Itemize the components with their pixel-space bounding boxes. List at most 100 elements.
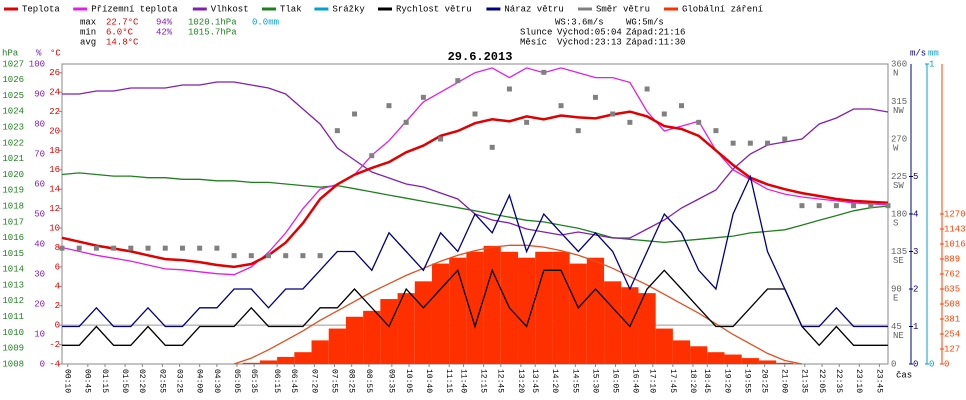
x-tick-label: 00:45 [83, 369, 92, 393]
direction-point [455, 78, 461, 84]
direction-point [76, 245, 82, 251]
compass-label: NW [893, 106, 904, 116]
y-tick-label: 381 [944, 314, 960, 324]
y-tick-label: 270 [891, 134, 907, 144]
stat-time: Západ:11:30 [626, 37, 685, 47]
radiation-bar [363, 310, 381, 364]
axis-unit: m/s [910, 48, 926, 58]
y-tick-label: 1009 [2, 344, 24, 354]
axis-unit: mm [928, 48, 939, 58]
stat-label: max [80, 17, 96, 27]
direction-point [266, 253, 271, 259]
y-tick-label: 1012 [2, 296, 24, 306]
direction-point [713, 128, 719, 134]
direction-point [438, 136, 444, 142]
y-tick-label: 90 [891, 284, 902, 294]
stat-label: min [80, 27, 96, 37]
y-tick-label: 1 [929, 59, 934, 69]
radiation-bar [449, 257, 467, 364]
radiation-bar [277, 356, 295, 364]
x-tick-label: 22:35 [834, 369, 843, 393]
direction-point [661, 111, 667, 117]
y-tick-label: 0 [891, 359, 896, 369]
y-tick-label: 20 [34, 299, 45, 309]
x-tick-label: 07:55 [329, 369, 338, 393]
y-tick-label: 1018 [2, 201, 24, 211]
radiation-bar [655, 328, 673, 364]
y-tick-label: 5 [913, 172, 918, 182]
direction-point [765, 140, 771, 146]
y-tick-label: 635 [944, 284, 960, 294]
radiation-bar [294, 352, 312, 364]
y-tick-label: 40 [34, 239, 45, 249]
compass-label: SW [893, 181, 904, 191]
legend-label: Rychlost větru [396, 4, 472, 14]
direction-point [592, 94, 598, 100]
direction-point [128, 245, 134, 251]
x-tick-label: 22:05 [817, 369, 826, 393]
stat-value: 42% [156, 27, 173, 37]
stat-value: 14.8°C [106, 37, 139, 47]
y-tick-label: 180 [891, 209, 907, 219]
y-tick-label: 14 [49, 185, 60, 195]
y-tick-label: 1143 [944, 224, 966, 234]
y-tick-label: 2 [55, 301, 60, 311]
y-tick-label: 1 [913, 322, 918, 332]
direction-point [506, 86, 512, 92]
y-tick-label: 70 [34, 149, 45, 159]
x-tick-label: 14:55 [570, 369, 579, 393]
radiation-bar [328, 328, 346, 364]
compass-label: SE [893, 256, 904, 266]
direction-point [420, 94, 426, 100]
x-tick-label: 06:15 [272, 369, 281, 393]
y-tick-label: 90 [34, 89, 45, 99]
radiation-bar [345, 316, 364, 364]
y-tick-label: 24 [49, 88, 60, 98]
x-tick-label: 23:45 [874, 369, 883, 393]
x-tick-label: 10:40 [424, 369, 433, 393]
x-tick-label: 02:20 [137, 369, 146, 393]
y-tick-label: 0 [55, 321, 60, 331]
direction-point [885, 203, 891, 209]
series-line [62, 174, 888, 328]
x-tick-label: 06:45 [289, 369, 298, 393]
legend-label: Náraz větru [504, 4, 563, 14]
y-tick-label: 1010 [2, 328, 24, 338]
direction-point [696, 119, 702, 125]
y-tick-label: 1013 [2, 280, 24, 290]
y-tick-label: 135 [891, 247, 907, 257]
x-tick-label: 11:40 [458, 369, 467, 393]
y-tick-label: 1019 [2, 186, 24, 196]
direction-point [558, 103, 564, 109]
x-tick-label: 23:10 [854, 369, 863, 393]
x-tick-label: 18:45 [702, 369, 711, 393]
stat-value: 1020.1hPa [188, 17, 237, 27]
radiation-bar [776, 362, 794, 364]
series-line [61, 172, 889, 244]
x-tick-label: 16:40 [631, 369, 640, 393]
compass-label: W [893, 143, 899, 153]
x-tick-label: 17:10 [648, 369, 657, 393]
legend-label: Přízemní teplota [91, 4, 178, 14]
radiation-bar [431, 263, 450, 364]
direction-point [300, 253, 306, 259]
y-tick-label: 30 [34, 269, 45, 279]
stat-time: Východ:23:13 [557, 37, 622, 47]
direction-point [868, 203, 874, 209]
radiation-bar [535, 251, 553, 364]
x-tick-label: 14:20 [550, 369, 559, 393]
radiation-bar [604, 281, 622, 364]
y-tick-label: 8 [55, 243, 60, 253]
y-tick-label: 127 [944, 344, 960, 354]
series-line [61, 67, 889, 276]
direction-point [851, 203, 857, 209]
legend-label: Teplota [22, 4, 60, 14]
x-tick-label: 01:15 [100, 369, 109, 393]
y-tick-label: 1020 [2, 170, 24, 180]
direction-point [730, 140, 736, 146]
x-tick-label: 13:45 [530, 369, 539, 393]
direction-point [162, 245, 168, 251]
direction-point [197, 245, 203, 251]
